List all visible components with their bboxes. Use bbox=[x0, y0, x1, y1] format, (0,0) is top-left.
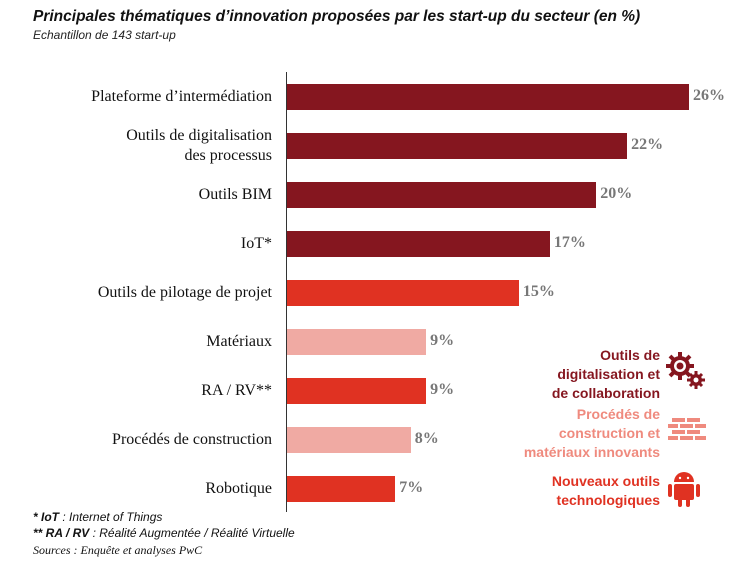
footnote-iot: * IoT : Internet of Things bbox=[33, 510, 162, 524]
data-label: 17% bbox=[553, 234, 586, 251]
bar bbox=[287, 182, 597, 208]
chart-title: Principales thématiques d’innovation pro… bbox=[33, 8, 641, 25]
category-label: Procédés de construction bbox=[112, 431, 272, 448]
footnote-key: ** RA / RV bbox=[33, 526, 90, 540]
legend-materials: Procédés de construction et matériaux in… bbox=[510, 405, 660, 462]
data-label: 15% bbox=[522, 283, 555, 300]
gears-icon bbox=[666, 352, 705, 389]
legend-digital: Outils de digitalisation et de collabora… bbox=[540, 346, 660, 403]
data-label: 8% bbox=[414, 430, 439, 447]
legend-label: Nouveaux outils technologiques bbox=[551, 473, 660, 508]
android-icon bbox=[668, 472, 700, 507]
data-label: 9% bbox=[430, 332, 455, 349]
legend-label: Procédés de construction et matériaux in… bbox=[523, 406, 660, 460]
data-label: 22% bbox=[631, 136, 664, 153]
data-label: 9% bbox=[430, 381, 455, 398]
bar bbox=[287, 329, 427, 355]
bar bbox=[287, 84, 689, 110]
footnote-sources: Sources : Enquête et analyses PwC bbox=[33, 543, 203, 557]
category-label: IoT* bbox=[240, 235, 272, 252]
bar bbox=[287, 133, 628, 159]
bar bbox=[287, 427, 411, 453]
chart-subtitle: Echantillon de 143 start-up bbox=[33, 28, 176, 42]
category-label: Outils de pilotage de projet bbox=[97, 284, 272, 301]
bar bbox=[287, 378, 427, 404]
legend-label: Outils de digitalisation et de collabora… bbox=[551, 347, 660, 401]
bar bbox=[287, 231, 550, 257]
category-label: Outils BIM bbox=[198, 186, 272, 203]
data-label: 26% bbox=[693, 87, 725, 104]
footnote-ra: ** RA / RV : Réalité Augmentée / Réalité… bbox=[33, 526, 295, 540]
y-axis-line bbox=[286, 72, 287, 512]
footnote-key: * IoT bbox=[33, 510, 59, 524]
data-label: 7% bbox=[399, 479, 424, 496]
category-label: Robotique bbox=[205, 480, 272, 497]
bar bbox=[287, 280, 519, 306]
footnote-text: : Réalité Augmentée / Réalité Virtuelle bbox=[89, 526, 295, 540]
category-label: Plateforme d’intermédiation bbox=[91, 88, 272, 105]
bricks-icon bbox=[668, 418, 706, 440]
category-label: RA / RV** bbox=[201, 382, 272, 399]
bar bbox=[287, 476, 396, 502]
data-label: 20% bbox=[600, 185, 633, 202]
footnote-text: : Internet of Things bbox=[59, 510, 163, 524]
category-label: Matériaux bbox=[206, 333, 272, 350]
category-label: Outils de digitalisation des processus bbox=[126, 127, 272, 164]
legend-tech: Nouveaux outils technologiques bbox=[540, 472, 660, 510]
